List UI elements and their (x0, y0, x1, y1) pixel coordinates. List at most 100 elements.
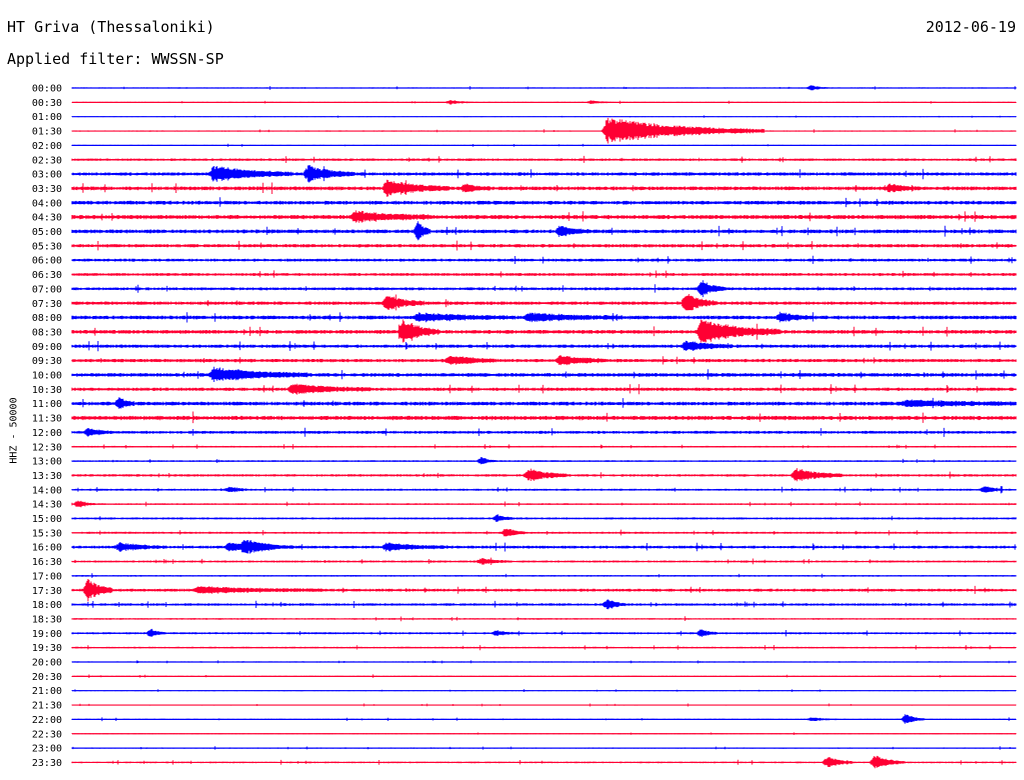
row-label-0630: 06:30 (32, 270, 62, 281)
row-label-0800: 08:00 (32, 313, 62, 324)
trace-row-0030 (71, 100, 1017, 105)
row-label-1930: 19:30 (32, 643, 62, 654)
row-label-2300: 23:00 (32, 744, 62, 755)
trace-row-1200 (71, 427, 1017, 437)
trace-row-1500 (71, 514, 1017, 522)
trace-row-0600 (71, 255, 1017, 264)
traces (71, 85, 1017, 769)
row-label-1100: 11:00 (32, 399, 62, 410)
row-label-2330: 23:30 (32, 758, 62, 769)
trace-row-0700 (71, 280, 1017, 298)
row-label-1500: 15:00 (32, 514, 62, 525)
trace-row-2030 (71, 674, 1017, 678)
row-label-1300: 13:00 (32, 457, 62, 468)
row-label-0100: 01:00 (32, 112, 62, 123)
trace-row-2000 (71, 660, 1017, 664)
row-label-1130: 11:30 (32, 414, 62, 425)
trace-row-1900 (71, 628, 1017, 637)
row-label-0230: 02:30 (32, 155, 62, 166)
trace-row-1730 (71, 579, 1017, 602)
row-label-1230: 12:30 (32, 442, 62, 453)
trace-row-1400 (71, 486, 1017, 494)
row-label-1000: 10:00 (32, 371, 62, 382)
trace-row-2200 (71, 714, 1017, 724)
filter-label: Applied filter: (7, 50, 143, 68)
trace-row-0130 (71, 117, 1017, 144)
row-label-1400: 14:00 (32, 485, 62, 496)
row-label-1030: 10:30 (32, 385, 62, 396)
row-label-1600: 16:00 (32, 543, 62, 554)
row-label-0500: 05:00 (32, 227, 62, 238)
trace-row-2100 (71, 689, 1017, 692)
row-label-2100: 21:00 (32, 686, 62, 697)
trace-row-1800 (71, 599, 1017, 610)
row-label-0600: 06:00 (32, 256, 62, 267)
trace-row-0830 (71, 319, 1017, 343)
row-label-1830: 18:30 (32, 614, 62, 625)
trace-row-0800 (71, 311, 1017, 323)
trace-row-1300 (71, 457, 1017, 465)
trace-row-2130 (71, 703, 1017, 707)
trace-row-0530 (71, 240, 1017, 251)
row-label-0200: 02:00 (32, 141, 62, 152)
row-label-0830: 08:30 (32, 327, 62, 338)
trace-row-1930 (71, 645, 1017, 651)
trace-row-1030 (71, 383, 1017, 395)
row-label-0900: 09:00 (32, 342, 62, 353)
trace-row-1100 (71, 397, 1017, 409)
trace-row-2300 (71, 746, 1017, 750)
trace-row-1000 (71, 366, 1017, 382)
row-label-1430: 14:30 (32, 500, 62, 511)
row-label-2000: 20:00 (32, 658, 62, 669)
row-label-2130: 21:30 (32, 701, 62, 712)
trace-row-1230 (71, 444, 1017, 450)
trace-row-0230 (71, 155, 1017, 163)
trace-row-1130 (71, 411, 1017, 424)
row-label-2200: 22:00 (32, 715, 62, 726)
row-label-0700: 07:00 (32, 284, 62, 295)
row-label-2030: 20:30 (32, 672, 62, 683)
filter-line: Applied filter: WWSSN-SP (7, 50, 224, 68)
row-label-0930: 09:30 (32, 356, 62, 367)
row-label-1330: 13:30 (32, 471, 62, 482)
row-label-0130: 01:30 (32, 127, 62, 138)
station-title: HT Griva (Thessaloniki) (7, 18, 215, 36)
row-label-1700: 17:00 (32, 571, 62, 582)
row-label-0530: 05:30 (32, 241, 62, 252)
row-labels: 00:00 00:30 01:00 01:30 02:00 02:30 03:00 03:30… (32, 84, 62, 769)
trace-row-0630 (71, 270, 1017, 278)
row-label-1800: 18:00 (32, 600, 62, 611)
row-label-0300: 03:00 (32, 170, 62, 181)
trace-row-0500 (71, 221, 1017, 241)
row-label-2230: 22:30 (32, 729, 62, 740)
trace-row-1630 (71, 557, 1017, 565)
trace-row-1600 (71, 540, 1017, 554)
row-label-1730: 17:30 (32, 586, 62, 597)
trace-row-1830 (71, 616, 1017, 622)
row-label-0430: 04:30 (32, 213, 62, 224)
row-label-0400: 04:00 (32, 198, 62, 209)
row-label-1530: 15:30 (32, 528, 62, 539)
trace-row-0000 (71, 85, 1017, 91)
row-label-1900: 19:00 (32, 629, 62, 640)
trace-row-1430 (71, 500, 1017, 508)
trace-row-2230 (71, 732, 1017, 735)
trace-row-0730 (71, 294, 1017, 311)
trace-row-0400 (71, 197, 1017, 208)
trace-row-0430 (71, 210, 1017, 223)
trace-row-0300 (71, 165, 1017, 183)
trace-row-1330 (71, 468, 1017, 482)
row-label-0330: 03:30 (32, 184, 62, 195)
row-label-1200: 12:00 (32, 428, 62, 439)
date-label: 2012-06-19 (925, 18, 1016, 36)
filter-value: WWSSN-SP (151, 50, 224, 68)
trace-row-0900 (71, 340, 1017, 352)
trace-row-0330 (71, 179, 1017, 197)
trace-row-2330 (71, 755, 1017, 769)
trace-row-1530 (71, 528, 1017, 537)
row-label-0000: 00:00 (32, 84, 62, 95)
trace-row-0100 (71, 115, 1017, 118)
row-label-0730: 07:30 (32, 299, 62, 310)
trace-row-0930 (71, 355, 1017, 366)
